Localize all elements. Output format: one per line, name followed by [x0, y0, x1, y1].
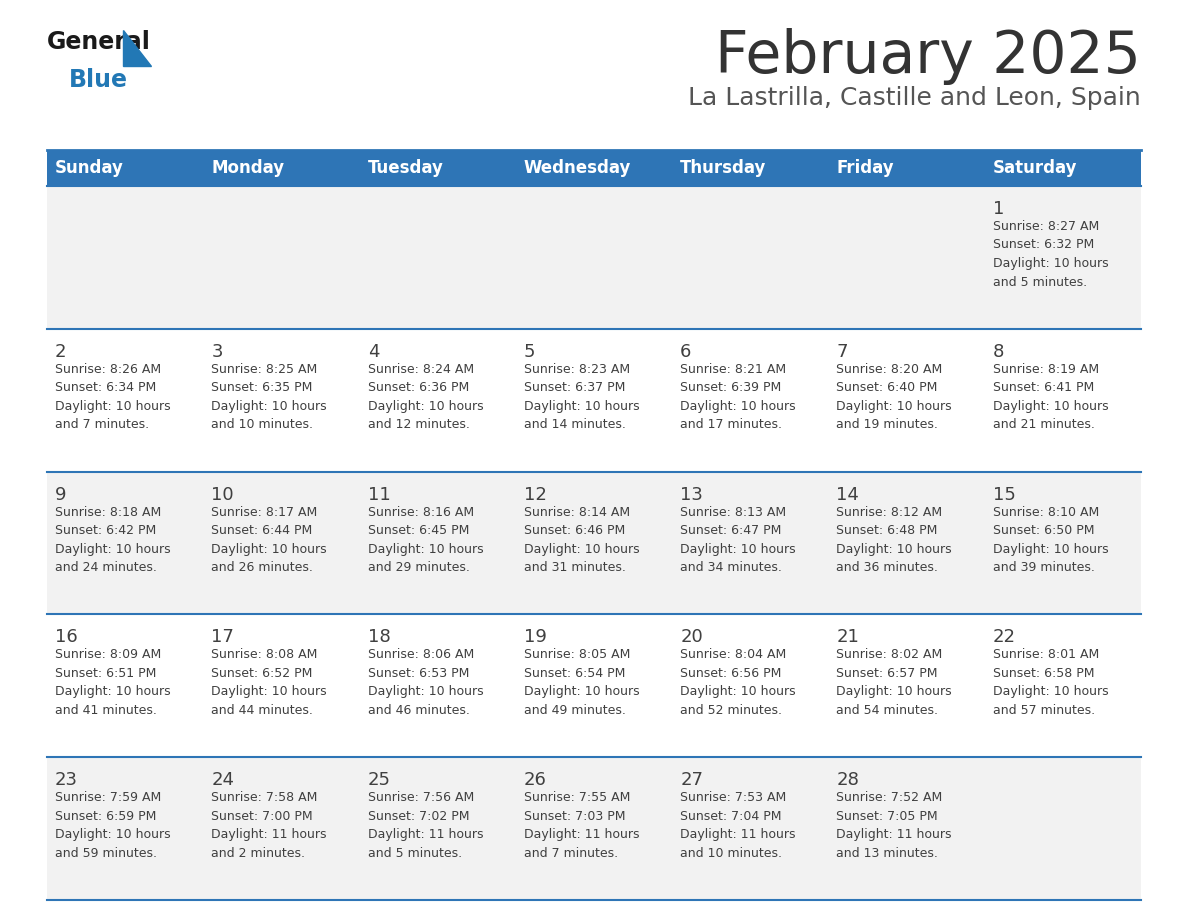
Text: 12: 12 — [524, 486, 546, 504]
Bar — [48, 614, 1140, 757]
Text: Sunrise: 7:55 AM
Sunset: 7:03 PM
Daylight: 11 hours
and 7 minutes.: Sunrise: 7:55 AM Sunset: 7:03 PM Dayligh… — [524, 791, 639, 859]
Text: Sunrise: 8:21 AM
Sunset: 6:39 PM
Daylight: 10 hours
and 17 minutes.: Sunrise: 8:21 AM Sunset: 6:39 PM Dayligh… — [681, 363, 796, 431]
Text: 6: 6 — [681, 342, 691, 361]
Text: 19: 19 — [524, 629, 546, 646]
Text: Sunrise: 8:12 AM
Sunset: 6:48 PM
Daylight: 10 hours
and 36 minutes.: Sunrise: 8:12 AM Sunset: 6:48 PM Dayligh… — [836, 506, 952, 574]
Text: Sunrise: 8:09 AM
Sunset: 6:51 PM
Daylight: 10 hours
and 41 minutes.: Sunrise: 8:09 AM Sunset: 6:51 PM Dayligh… — [55, 648, 171, 717]
Text: Sunrise: 8:19 AM
Sunset: 6:41 PM
Daylight: 10 hours
and 21 minutes.: Sunrise: 8:19 AM Sunset: 6:41 PM Dayligh… — [993, 363, 1108, 431]
Text: 1: 1 — [993, 200, 1004, 218]
Bar — [48, 329, 1140, 472]
Text: Sunrise: 8:18 AM
Sunset: 6:42 PM
Daylight: 10 hours
and 24 minutes.: Sunrise: 8:18 AM Sunset: 6:42 PM Dayligh… — [55, 506, 171, 574]
Text: 27: 27 — [681, 771, 703, 789]
Text: 4: 4 — [367, 342, 379, 361]
Text: Blue: Blue — [69, 68, 128, 92]
Text: Tuesday: Tuesday — [367, 159, 443, 177]
Text: Sunrise: 7:53 AM
Sunset: 7:04 PM
Daylight: 11 hours
and 10 minutes.: Sunrise: 7:53 AM Sunset: 7:04 PM Dayligh… — [681, 791, 796, 859]
Text: Sunrise: 8:08 AM
Sunset: 6:52 PM
Daylight: 10 hours
and 44 minutes.: Sunrise: 8:08 AM Sunset: 6:52 PM Dayligh… — [211, 648, 327, 717]
Text: Friday: Friday — [836, 159, 895, 177]
Text: Sunday: Sunday — [55, 159, 124, 177]
Text: Sunrise: 8:04 AM
Sunset: 6:56 PM
Daylight: 10 hours
and 52 minutes.: Sunrise: 8:04 AM Sunset: 6:56 PM Dayligh… — [681, 648, 796, 717]
Text: Wednesday: Wednesday — [524, 159, 631, 177]
Text: Sunrise: 8:06 AM
Sunset: 6:53 PM
Daylight: 10 hours
and 46 minutes.: Sunrise: 8:06 AM Sunset: 6:53 PM Dayligh… — [367, 648, 484, 717]
Text: General: General — [48, 30, 151, 54]
Text: 15: 15 — [993, 486, 1016, 504]
Bar — [48, 472, 1140, 614]
Text: 3: 3 — [211, 342, 223, 361]
Text: 22: 22 — [993, 629, 1016, 646]
Text: 10: 10 — [211, 486, 234, 504]
Text: La Lastrilla, Castille and Leon, Spain: La Lastrilla, Castille and Leon, Spain — [688, 86, 1140, 110]
Text: 5: 5 — [524, 342, 536, 361]
Text: Saturday: Saturday — [993, 159, 1078, 177]
Text: Sunrise: 7:59 AM
Sunset: 6:59 PM
Daylight: 10 hours
and 59 minutes.: Sunrise: 7:59 AM Sunset: 6:59 PM Dayligh… — [55, 791, 171, 859]
Text: Sunrise: 7:52 AM
Sunset: 7:05 PM
Daylight: 11 hours
and 13 minutes.: Sunrise: 7:52 AM Sunset: 7:05 PM Dayligh… — [836, 791, 952, 859]
Text: Sunrise: 8:26 AM
Sunset: 6:34 PM
Daylight: 10 hours
and 7 minutes.: Sunrise: 8:26 AM Sunset: 6:34 PM Dayligh… — [55, 363, 171, 431]
Text: Sunrise: 8:02 AM
Sunset: 6:57 PM
Daylight: 10 hours
and 54 minutes.: Sunrise: 8:02 AM Sunset: 6:57 PM Dayligh… — [836, 648, 952, 717]
Text: 18: 18 — [367, 629, 391, 646]
Text: Thursday: Thursday — [681, 159, 766, 177]
Text: 21: 21 — [836, 629, 859, 646]
Text: 24: 24 — [211, 771, 234, 789]
Text: Sunrise: 8:27 AM
Sunset: 6:32 PM
Daylight: 10 hours
and 5 minutes.: Sunrise: 8:27 AM Sunset: 6:32 PM Dayligh… — [993, 220, 1108, 288]
Bar — [48, 150, 1140, 186]
Text: Sunrise: 8:01 AM
Sunset: 6:58 PM
Daylight: 10 hours
and 57 minutes.: Sunrise: 8:01 AM Sunset: 6:58 PM Dayligh… — [993, 648, 1108, 717]
Text: 14: 14 — [836, 486, 859, 504]
Text: 17: 17 — [211, 629, 234, 646]
Text: 20: 20 — [681, 629, 703, 646]
Text: Sunrise: 8:17 AM
Sunset: 6:44 PM
Daylight: 10 hours
and 26 minutes.: Sunrise: 8:17 AM Sunset: 6:44 PM Dayligh… — [211, 506, 327, 574]
Text: Sunrise: 8:16 AM
Sunset: 6:45 PM
Daylight: 10 hours
and 29 minutes.: Sunrise: 8:16 AM Sunset: 6:45 PM Dayligh… — [367, 506, 484, 574]
Bar — [48, 757, 1140, 900]
Text: 23: 23 — [55, 771, 78, 789]
Polygon shape — [124, 30, 151, 66]
Text: 28: 28 — [836, 771, 859, 789]
Text: Sunrise: 8:23 AM
Sunset: 6:37 PM
Daylight: 10 hours
and 14 minutes.: Sunrise: 8:23 AM Sunset: 6:37 PM Dayligh… — [524, 363, 639, 431]
Text: Sunrise: 8:24 AM
Sunset: 6:36 PM
Daylight: 10 hours
and 12 minutes.: Sunrise: 8:24 AM Sunset: 6:36 PM Dayligh… — [367, 363, 484, 431]
Text: February 2025: February 2025 — [715, 28, 1140, 85]
Text: Sunrise: 8:14 AM
Sunset: 6:46 PM
Daylight: 10 hours
and 31 minutes.: Sunrise: 8:14 AM Sunset: 6:46 PM Dayligh… — [524, 506, 639, 574]
Text: 7: 7 — [836, 342, 848, 361]
Text: Sunrise: 7:58 AM
Sunset: 7:00 PM
Daylight: 11 hours
and 2 minutes.: Sunrise: 7:58 AM Sunset: 7:00 PM Dayligh… — [211, 791, 327, 859]
Text: Sunrise: 8:13 AM
Sunset: 6:47 PM
Daylight: 10 hours
and 34 minutes.: Sunrise: 8:13 AM Sunset: 6:47 PM Dayligh… — [681, 506, 796, 574]
Text: 13: 13 — [681, 486, 703, 504]
Text: Sunrise: 8:10 AM
Sunset: 6:50 PM
Daylight: 10 hours
and 39 minutes.: Sunrise: 8:10 AM Sunset: 6:50 PM Dayligh… — [993, 506, 1108, 574]
Text: 2: 2 — [55, 342, 67, 361]
Text: Sunrise: 7:56 AM
Sunset: 7:02 PM
Daylight: 11 hours
and 5 minutes.: Sunrise: 7:56 AM Sunset: 7:02 PM Dayligh… — [367, 791, 484, 859]
Bar — [48, 186, 1140, 329]
Text: 26: 26 — [524, 771, 546, 789]
Text: 16: 16 — [55, 629, 77, 646]
Text: Sunrise: 8:25 AM
Sunset: 6:35 PM
Daylight: 10 hours
and 10 minutes.: Sunrise: 8:25 AM Sunset: 6:35 PM Dayligh… — [211, 363, 327, 431]
Text: 9: 9 — [55, 486, 67, 504]
Text: Sunrise: 8:20 AM
Sunset: 6:40 PM
Daylight: 10 hours
and 19 minutes.: Sunrise: 8:20 AM Sunset: 6:40 PM Dayligh… — [836, 363, 952, 431]
Text: 25: 25 — [367, 771, 391, 789]
Text: Monday: Monday — [211, 159, 284, 177]
Text: 11: 11 — [367, 486, 391, 504]
Text: 8: 8 — [993, 342, 1004, 361]
Text: Sunrise: 8:05 AM
Sunset: 6:54 PM
Daylight: 10 hours
and 49 minutes.: Sunrise: 8:05 AM Sunset: 6:54 PM Dayligh… — [524, 648, 639, 717]
